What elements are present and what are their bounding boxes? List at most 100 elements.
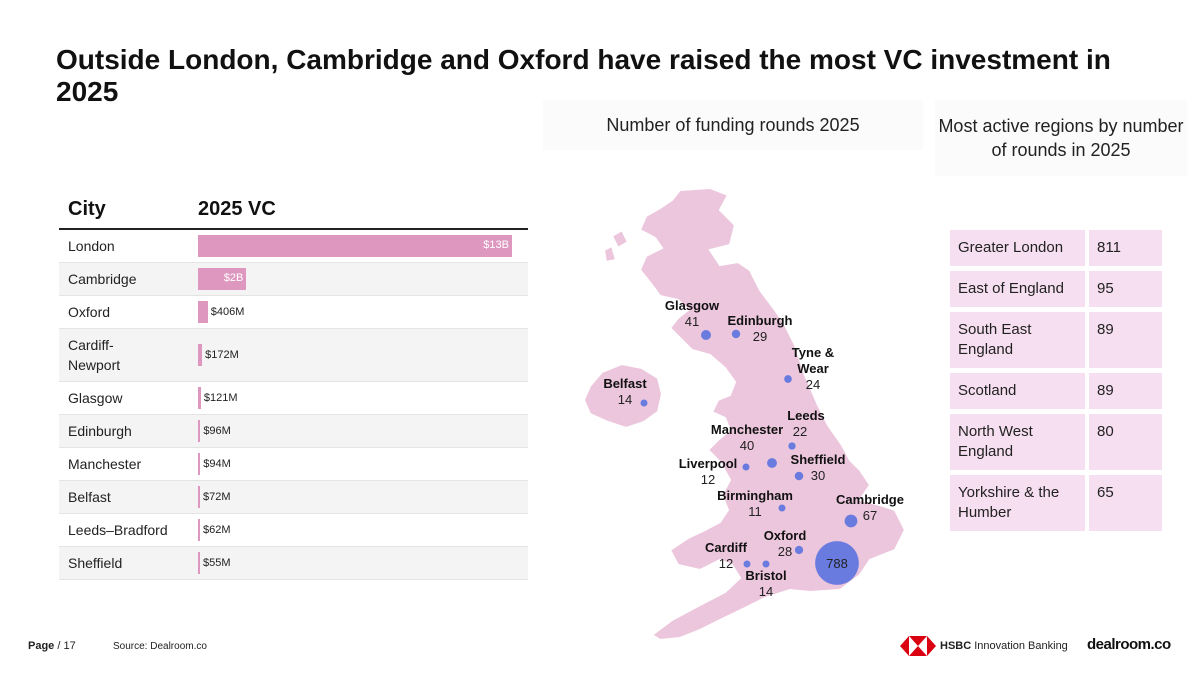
city-bubble [701,330,711,340]
city-rounds-count: 12 [701,472,715,487]
city-label: Glasgow [665,298,720,313]
vc-bar [198,301,208,323]
city-name: Cambridge [68,271,137,287]
region-name: South East England [950,312,1085,368]
city-label: Edinburgh [728,313,793,328]
bar-value-label: $62M [203,524,231,536]
city-rounds-count: 22 [793,424,807,439]
city-rounds-count: 24 [806,377,820,392]
bar-value-label: $172M [205,349,239,361]
region-row: Greater London 811 [950,230,1162,266]
table-row: Belfast $72M [59,481,528,514]
city-rounds-count: 67 [863,508,877,523]
bar-cell: $13B [198,230,528,262]
table-row: Manchester $94M [59,448,528,481]
vc-bar [198,387,201,409]
hsbc-unit: Innovation Banking [974,640,1068,652]
vc-bar [198,552,200,574]
header-city: City [68,197,106,220]
page-label: Page [28,640,55,652]
city-label: Tyne & [792,345,834,360]
city-rounds-count: 29 [753,329,767,344]
city-rounds-count: 14 [759,584,773,599]
city-label: Cambridge [836,492,904,507]
table-body: London $13B Cambridge $2B Oxford $406M Cardiff… [59,230,528,580]
vc-bar [198,453,201,475]
region-name: Yorkshire & the Humber [950,475,1085,531]
city-label: Leeds [787,408,825,423]
city-name: Edinburgh [68,423,132,439]
region-row: Yorkshire & the Humber 65 [950,475,1162,531]
dealroom-logo: dealroom.co [1087,636,1171,653]
city-name: Leeds–Bradford [68,522,168,538]
bar-cell: $62M [198,514,528,546]
regions-title: Most active regions by number of rounds … [935,100,1187,176]
region-row: North West England 80 [950,414,1162,470]
bar-cell: $2B [198,263,528,295]
city-label: Bristol [745,568,786,583]
region-row: South East England 89 [950,312,1162,368]
city-name: Oxford [68,304,111,320]
bar-cell: $121M [198,382,528,414]
region-value: 89 [1089,312,1162,368]
bar-value-label: $2B [223,272,244,284]
table-row: Edinburgh $96M [59,415,528,448]
region-value: 95 [1089,271,1162,307]
bar-cell: $172M [198,329,528,381]
page-title: Outside London, Cambridge and Oxford hav… [56,44,1111,107]
vc-bar: $2B [198,268,247,290]
bar-cell: $55M [198,547,528,579]
bar-value-label: $94M [203,458,231,470]
region-value: 89 [1089,373,1162,409]
table-row: Sheffield $55M [59,547,528,580]
table-header: City 2025 VC [59,190,528,230]
city-bubble [794,545,804,555]
city-name: Sheffield [68,555,123,571]
bar-value-label: $55M [203,557,231,569]
bar-cell: $96M [198,415,528,447]
region-name: East of England [950,271,1085,307]
table-row: Cambridge $2B [59,263,528,296]
city-rounds-count: 12 [719,556,733,571]
region-row: Scotland 89 [950,373,1162,409]
map-title: Number of funding rounds 2025 [543,100,923,150]
region-name: Scotland [950,373,1085,409]
bar-value-label: $121M [203,392,238,404]
hsbc-hexagon-icon [900,636,936,656]
vc-bar: $13B [198,235,512,257]
bar-value-label: $13B [483,239,509,251]
city-rounds-count: 788 [826,556,848,571]
city-bubble [742,463,750,471]
vc-bar [198,486,200,508]
city-label: Liverpool [679,456,738,471]
hsbc-brand: HSBC [940,640,972,652]
city-label: Wear [797,361,829,376]
city-name: Manchester [68,456,142,472]
city-rounds-count: 28 [778,544,792,559]
city-label: Belfast [603,376,647,391]
uk-landmass [582,186,907,642]
city-name: Glasgow [68,390,123,406]
city-bubble [767,458,777,468]
regions-table: Greater London 811 East of England 95 South … [950,230,1162,536]
city-bubble [640,399,648,407]
bar-value-label: $72M [203,491,231,503]
bar-cell: $406M [198,296,528,328]
city-name: Belfast [68,489,111,505]
region-value: 65 [1089,475,1162,531]
city-label: Sheffield [791,452,846,467]
table-row: Cardiff- Newport $172M [59,329,528,382]
vc-bar [198,344,203,366]
page-indicator: Page / 17 [28,640,76,652]
region-name: Greater London [950,230,1085,266]
page-number: / 17 [57,640,76,652]
city-bubble [778,504,786,512]
city-rounds-count: 11 [748,504,762,519]
city-label: Oxford [764,528,807,543]
city-name: London [68,238,115,254]
table-row: Oxford $406M [59,296,528,329]
city-rounds-count: 40 [740,438,754,453]
table-row: London $13B [59,230,528,263]
